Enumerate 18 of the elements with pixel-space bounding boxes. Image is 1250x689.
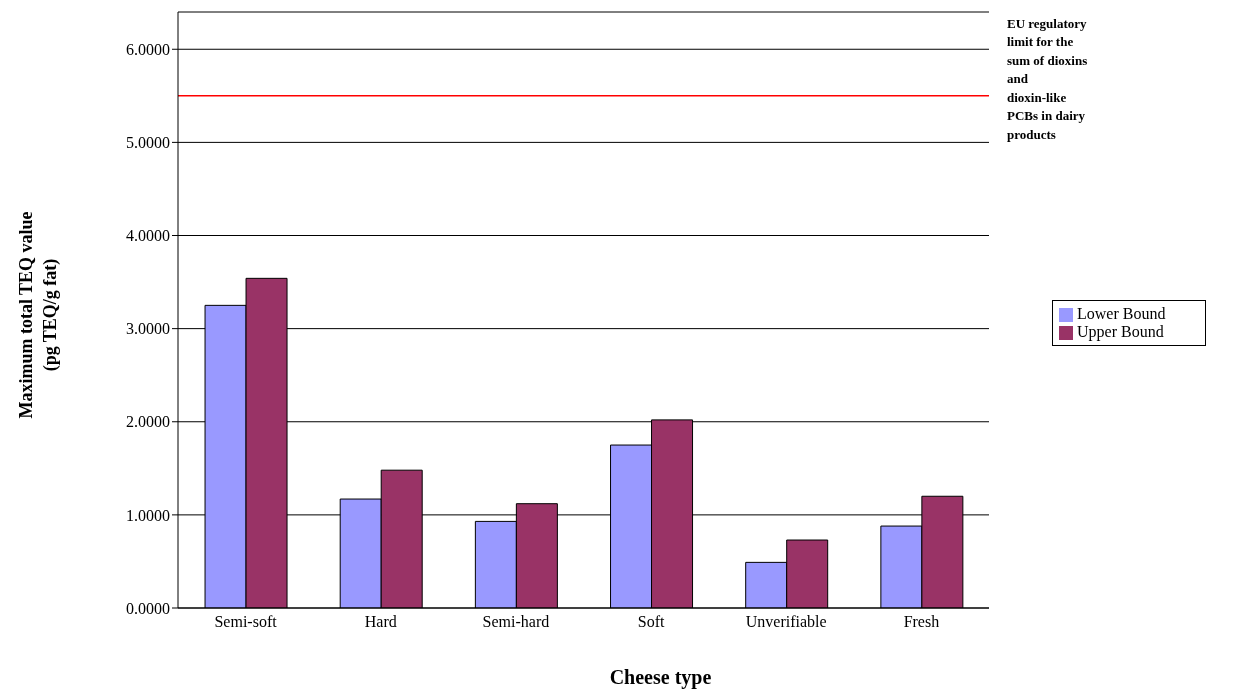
y-tick-label: 0.0000 (126, 599, 170, 617)
x-tick-label: Soft (637, 613, 665, 631)
y-tick-label: 4.0000 (126, 227, 170, 245)
legend-label: Upper Bound (1077, 323, 1164, 340)
x-tick-label: Semi-hard (482, 613, 550, 631)
y-tick-label: 3.0000 (126, 320, 170, 338)
x-tick-label: Fresh (903, 613, 940, 631)
y-tick-label: 2.0000 (126, 413, 170, 431)
y-axis-title: Maximum total TEQ value (pg TEQ/g fat) (16, 211, 61, 419)
x-tick-label: Hard (364, 613, 397, 631)
x-tick-label: Semi-soft (214, 613, 278, 631)
y-tick-label: 1.0000 (126, 506, 170, 524)
x-axis-title: Cheese type (608, 666, 713, 689)
x-tick-label: Unverifiable (745, 613, 827, 631)
ref-line-label: EU regulatory limit for the sum of dioxins and dioxin-like PCBs in dairy products (1007, 15, 1088, 142)
y-tick-label: 6.0000 (126, 40, 170, 58)
legend-label: Lower Bound (1077, 305, 1166, 322)
y-tick-label: 5.0000 (126, 134, 170, 152)
